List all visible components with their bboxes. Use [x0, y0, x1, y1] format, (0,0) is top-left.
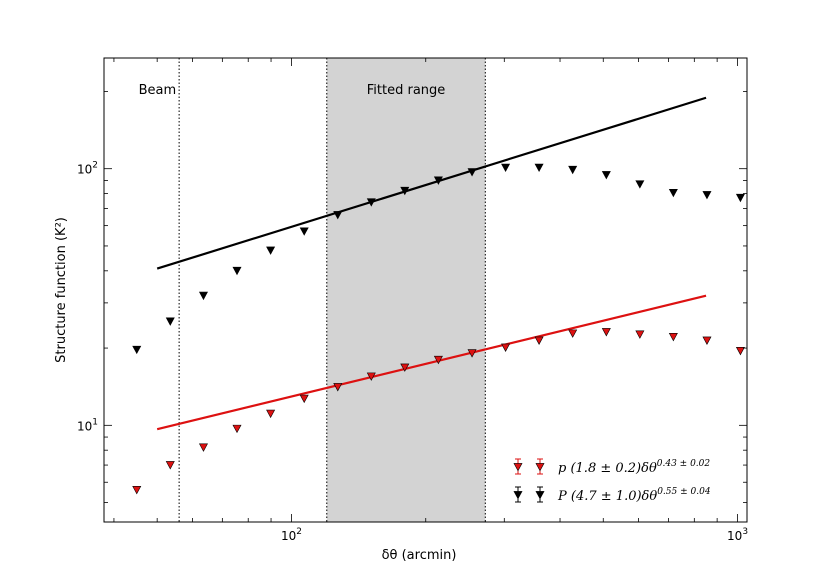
- data-point-p: [668, 333, 678, 342]
- legend-symbol: p: [558, 461, 570, 476]
- data-point-P: [198, 291, 208, 301]
- x-tick-exponent: 2: [296, 527, 302, 537]
- data-point-P: [266, 246, 276, 255]
- legend-symbol: P: [557, 489, 571, 504]
- x-tick-label: 103: [727, 527, 748, 543]
- data-point-p: [702, 336, 712, 345]
- x-axis-label: δθ (arcmin): [382, 548, 457, 563]
- data-point-P: [534, 163, 544, 173]
- data-point-P: [668, 188, 678, 198]
- data-point-p: [198, 443, 208, 452]
- data-point-P: [467, 168, 477, 177]
- fit-line-p: [156, 294, 707, 431]
- y-tick-label: 101: [77, 417, 98, 433]
- data-point-p: [467, 349, 477, 358]
- legend-formula: (1.8 ± 0.2)δθ: [570, 461, 656, 476]
- data-point-p: [735, 346, 745, 356]
- x-tick-base: 10: [281, 529, 296, 543]
- data-point-p: [568, 329, 578, 338]
- data-point-p: [534, 336, 544, 345]
- legend-label-P: P (4.7 ± 1.0)δθ0.55 ± 0.04: [557, 487, 711, 504]
- data-point-p: [232, 424, 242, 434]
- data-point-P: [635, 180, 645, 189]
- legend-formula: (4.7 ± 1.0)δθ: [571, 489, 657, 504]
- fitted-range-label: Fitted range: [367, 83, 446, 98]
- data-point-P: [333, 211, 343, 220]
- legend-exponent: 0.55 ± 0.04: [657, 487, 711, 497]
- y-axis-label: Structure function (K²): [54, 217, 69, 363]
- beam-label: Beam: [139, 83, 177, 98]
- x-tick-exponent: 3: [742, 527, 748, 537]
- data-point-P: [299, 227, 309, 236]
- data-point-p: [366, 372, 376, 381]
- y-tick-exponent: 1: [92, 417, 98, 427]
- legend-marker-P: [535, 491, 545, 500]
- data-point-P: [601, 171, 611, 180]
- data-point-p: [266, 409, 276, 419]
- y-tick-base: 10: [77, 419, 92, 433]
- x-tick-label: 102: [281, 527, 302, 543]
- legend-marker-P: [513, 491, 523, 500]
- data-point-p: [299, 394, 309, 404]
- y-tick-base: 10: [77, 163, 92, 177]
- data-point-P: [400, 186, 410, 196]
- data-point-p: [400, 363, 410, 372]
- legend-marker-p: [513, 463, 523, 472]
- data-point-P: [735, 193, 745, 203]
- data-point-P: [501, 163, 511, 173]
- data-point-p: [165, 461, 175, 470]
- data-point-P: [702, 191, 712, 200]
- data-point-P: [366, 198, 376, 207]
- data-point-P: [232, 266, 242, 276]
- data-point-p: [501, 343, 511, 352]
- data-point-p: [132, 486, 142, 495]
- legend-label-p: p (1.8 ± 0.2)δθ0.43 ± 0.02: [558, 459, 710, 476]
- data-point-p: [601, 328, 611, 337]
- fit-line-P: [156, 96, 707, 270]
- data-point-p: [635, 330, 645, 339]
- legend-exponent: 0.43 ± 0.02: [657, 459, 711, 469]
- data-point-P: [165, 317, 175, 326]
- legend-marker-p: [535, 463, 545, 472]
- y-tick-exponent: 2: [92, 161, 98, 171]
- data-point-p: [433, 355, 443, 365]
- fitted-range-band: [326, 58, 486, 522]
- data-point-p: [333, 383, 343, 392]
- data-point-P: [568, 165, 578, 175]
- data-point-P: [132, 345, 142, 355]
- y-tick-label: 102: [77, 161, 98, 177]
- data-point-P: [433, 176, 443, 185]
- x-tick-base: 10: [727, 529, 742, 543]
